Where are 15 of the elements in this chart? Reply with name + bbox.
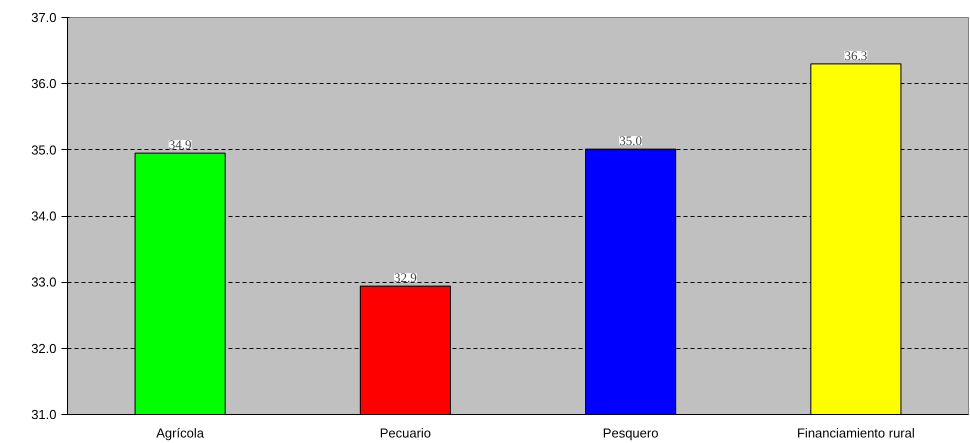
x-tick-label: Agrícola: [156, 426, 205, 440]
y-tick-label: 32.0: [31, 340, 57, 356]
data-label: 36.3: [844, 48, 868, 63]
y-tick-label: 37.0: [31, 10, 57, 25]
x-tick-label: Financiamiento rural: [796, 426, 915, 440]
x-tick-label: Pesquero: [602, 426, 658, 440]
y-tick-label: 31.0: [31, 407, 57, 422]
data-label: 34.9: [168, 137, 192, 152]
y-tick-label: 35.0: [31, 142, 57, 158]
y-tick-label: 34.0: [31, 208, 57, 224]
y-tick-label: 33.0: [31, 274, 57, 290]
data-label: 32.9: [394, 270, 417, 286]
x-tick-label: Pecuario: [380, 426, 432, 440]
y-tick-label: 36.0: [31, 76, 57, 92]
data-label: 35.0: [619, 133, 642, 148]
